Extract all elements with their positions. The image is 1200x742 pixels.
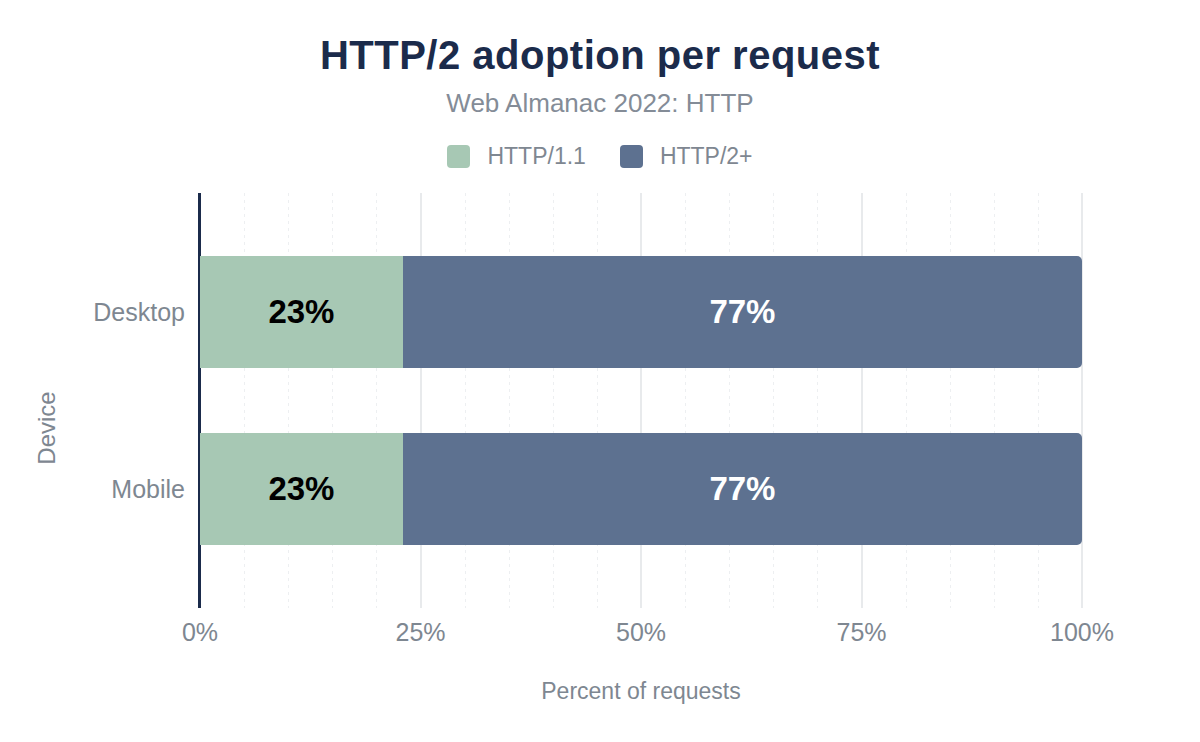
- bar-data-label: 77%: [709, 470, 775, 508]
- legend-swatch-icon: [620, 145, 643, 168]
- category-label-mobile: Mobile: [25, 475, 185, 504]
- y-axis-title: Device: [33, 391, 61, 464]
- bar-segment-mobile-http-2-: 77%: [403, 433, 1082, 545]
- x-tick-label: 25%: [395, 618, 445, 647]
- bar-segment-desktop-http-2-: 77%: [403, 256, 1082, 368]
- bar-row-desktop: 23% 77%: [200, 256, 1082, 368]
- legend: HTTP/1.1 HTTP/2+: [0, 143, 1200, 170]
- x-axis-title: Percent of requests: [200, 678, 1082, 705]
- bar-segment-mobile-http-1-1: 23%: [200, 433, 403, 545]
- legend-label: HTTP/2+: [660, 143, 753, 170]
- bar-row-mobile: 23% 77%: [200, 433, 1082, 545]
- chart-container: HTTP/2 adoption per request Web Almanac …: [0, 0, 1200, 742]
- legend-item-http-1-1: HTTP/1.1: [447, 143, 585, 170]
- bar-data-label: 23%: [268, 470, 334, 508]
- legend-label: HTTP/1.1: [487, 143, 585, 170]
- plot-area: 23% 77% 23% 77%: [200, 193, 1082, 608]
- x-tick-label: 100%: [1050, 618, 1114, 647]
- bar-data-label: 77%: [709, 293, 775, 331]
- category-label-desktop: Desktop: [25, 298, 185, 327]
- bar-segment-desktop-http-1-1: 23%: [200, 256, 403, 368]
- chart-title: HTTP/2 adoption per request: [0, 33, 1200, 78]
- bar-data-label: 23%: [268, 293, 334, 331]
- x-tick-label: 50%: [616, 618, 666, 647]
- legend-item-http-2-: HTTP/2+: [620, 143, 753, 170]
- x-tick-label: 75%: [836, 618, 886, 647]
- legend-swatch-icon: [447, 145, 470, 168]
- chart-subtitle: Web Almanac 2022: HTTP: [0, 88, 1200, 119]
- x-tick-label: 0%: [182, 618, 218, 647]
